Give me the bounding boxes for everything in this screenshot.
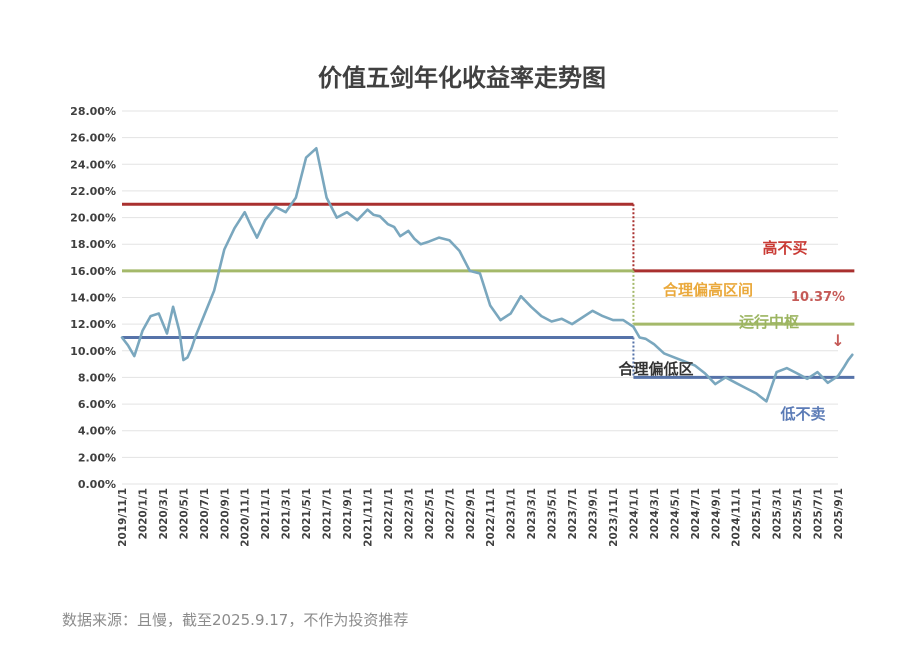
x-tick-label: 2020/3/1 (158, 488, 170, 540)
x-tick-label: 2022/5/1 (424, 488, 436, 540)
chart-title: 价值五剑年化收益率走势图 (318, 64, 606, 92)
series-layer (120, 147, 854, 403)
y-tick-label: 10.00% (70, 345, 116, 358)
y-tick-label: 14.00% (70, 292, 116, 305)
x-tick-label: 2023/11/1 (608, 488, 620, 547)
x-tick-label: 2025/1/1 (751, 488, 763, 540)
annotation-high-no-buy: 高不买 (762, 239, 807, 257)
annotation-down-arrow: ↓ (831, 331, 844, 350)
y-tick-label: 4.00% (78, 425, 116, 438)
x-tick-label: 2021/11/1 (362, 488, 374, 547)
x-tick-label: 2025/9/1 (833, 488, 845, 540)
y-tick-label: 20.00% (70, 212, 116, 225)
x-tick-label: 2020/5/1 (178, 488, 190, 540)
x-tick-label: 2022/3/1 (403, 488, 415, 540)
series-line (120, 147, 854, 403)
annotation-low-no-sell: 低不卖 (779, 405, 825, 423)
annotation-center: 运行中枢 (739, 313, 799, 331)
x-tick-label: 2025/7/1 (813, 488, 825, 540)
annotation-upper-zone: 合理偏高区间 (662, 281, 753, 299)
x-tick-label: 2024/9/1 (710, 488, 722, 540)
x-tick-label: 2021/5/1 (301, 488, 313, 540)
x-tick-label: 2021/1/1 (260, 488, 272, 540)
x-tick-label: 2019/11/1 (117, 488, 129, 547)
y-tick-label: 2.00% (78, 451, 116, 464)
reference-lines (122, 202, 855, 379)
x-tick-label: 2020/9/1 (219, 488, 231, 540)
x-tick-label: 2024/5/1 (669, 488, 681, 540)
y-tick-label: 6.00% (78, 398, 116, 411)
x-tick-label: 2024/3/1 (649, 488, 661, 540)
x-tick-label: 2025/5/1 (792, 488, 804, 540)
x-tick-label: 2021/3/1 (281, 488, 293, 540)
x-tick-label: 2021/7/1 (322, 488, 334, 540)
x-tick-label: 2024/7/1 (690, 488, 702, 540)
x-tick-label: 2020/11/1 (240, 488, 252, 547)
x-tick-label: 2023/9/1 (588, 488, 600, 540)
annotation-current-value: 10.37% (791, 290, 845, 305)
y-tick-label: 28.00% (70, 105, 116, 118)
y-tick-label: 22.00% (70, 185, 116, 198)
x-tick-label: 2020/7/1 (199, 488, 211, 540)
x-tick-label: 2024/11/1 (731, 488, 743, 547)
y-tick-label: 12.00% (70, 318, 116, 331)
y-tick-label: 8.00% (78, 371, 116, 384)
x-tick-label: 2024/1/1 (628, 488, 640, 540)
x-tick-label: 2022/1/1 (383, 488, 395, 540)
y-tick-label: 16.00% (70, 265, 116, 278)
x-tick-label: 2023/1/1 (506, 488, 518, 540)
x-axis: 2019/11/1 2020/1/1 2020/3/1 2020/5/1 2020/7/… (117, 488, 845, 547)
x-tick-label: 2023/5/1 (547, 488, 559, 540)
x-tick-label: 2021/9/1 (342, 488, 354, 540)
y-tick-label: 18.00% (70, 238, 116, 251)
x-tick-label: 2022/7/1 (444, 488, 456, 540)
y-tick-label: 26.00% (70, 132, 116, 145)
x-tick-label: 2023/7/1 (567, 488, 579, 540)
x-tick-label: 2022/9/1 (465, 488, 477, 540)
x-tick-label: 2022/11/1 (485, 488, 497, 547)
y-tick-label: 0.00% (78, 478, 116, 491)
y-axis: 0.00% 2.00% 4.00% 6.00% 8.00% 10.00% 12.00% 14.… (70, 105, 116, 491)
annotation-lower-zone: 合理偏低区 (617, 360, 693, 378)
x-tick-label: 2020/1/1 (137, 488, 149, 540)
source-note: 数据来源：且慢，截至2025.9.17，不作为投资推荐 (62, 611, 408, 629)
y-tick-label: 24.00% (70, 158, 116, 171)
x-tick-label: 2025/3/1 (772, 488, 784, 540)
x-tick-label: 2023/3/1 (526, 488, 538, 540)
